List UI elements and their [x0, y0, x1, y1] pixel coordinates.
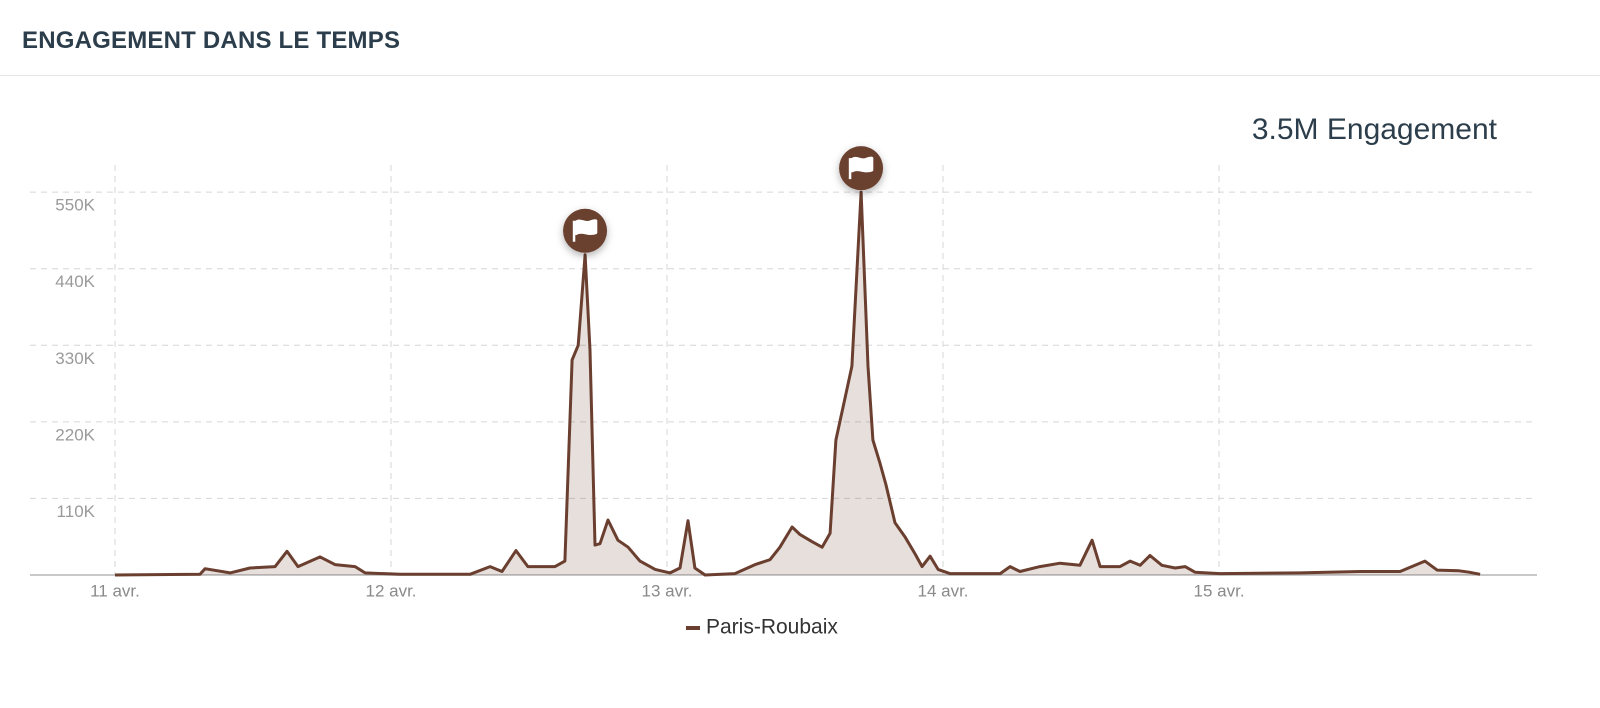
area: [115, 192, 1481, 575]
legend-label: Paris-Roubaix: [706, 616, 838, 639]
flag-marker[interactable]: [839, 146, 884, 191]
x-tick-label: 13 avr.: [642, 581, 693, 600]
x-tick-label: 11 avr.: [90, 581, 140, 600]
flag-icon: [572, 219, 598, 242]
summary: 3.5M Engagement: [1252, 113, 1498, 146]
y-tick-label: 330K: [55, 349, 95, 368]
line: [114, 190, 1481, 577]
x-tick-label: 12 avr.: [365, 581, 416, 600]
y-tick-label: 440K: [55, 272, 95, 291]
x-tick-label: 15 avr.: [1194, 581, 1245, 600]
flag-icon: [848, 156, 874, 180]
widget-title: ENGAGEMENT DANS LE TEMPS: [22, 27, 401, 54]
header: ENGAGEMENT DANS LE TEMPS: [0, 0, 1600, 76]
y-tick-label: 110K: [57, 502, 96, 521]
y-tick-label: 550K: [55, 196, 95, 215]
y-tick-label: 220K: [55, 425, 95, 444]
flag-marker[interactable]: [563, 208, 608, 253]
x-tick-label: 14 avr.: [918, 581, 969, 600]
